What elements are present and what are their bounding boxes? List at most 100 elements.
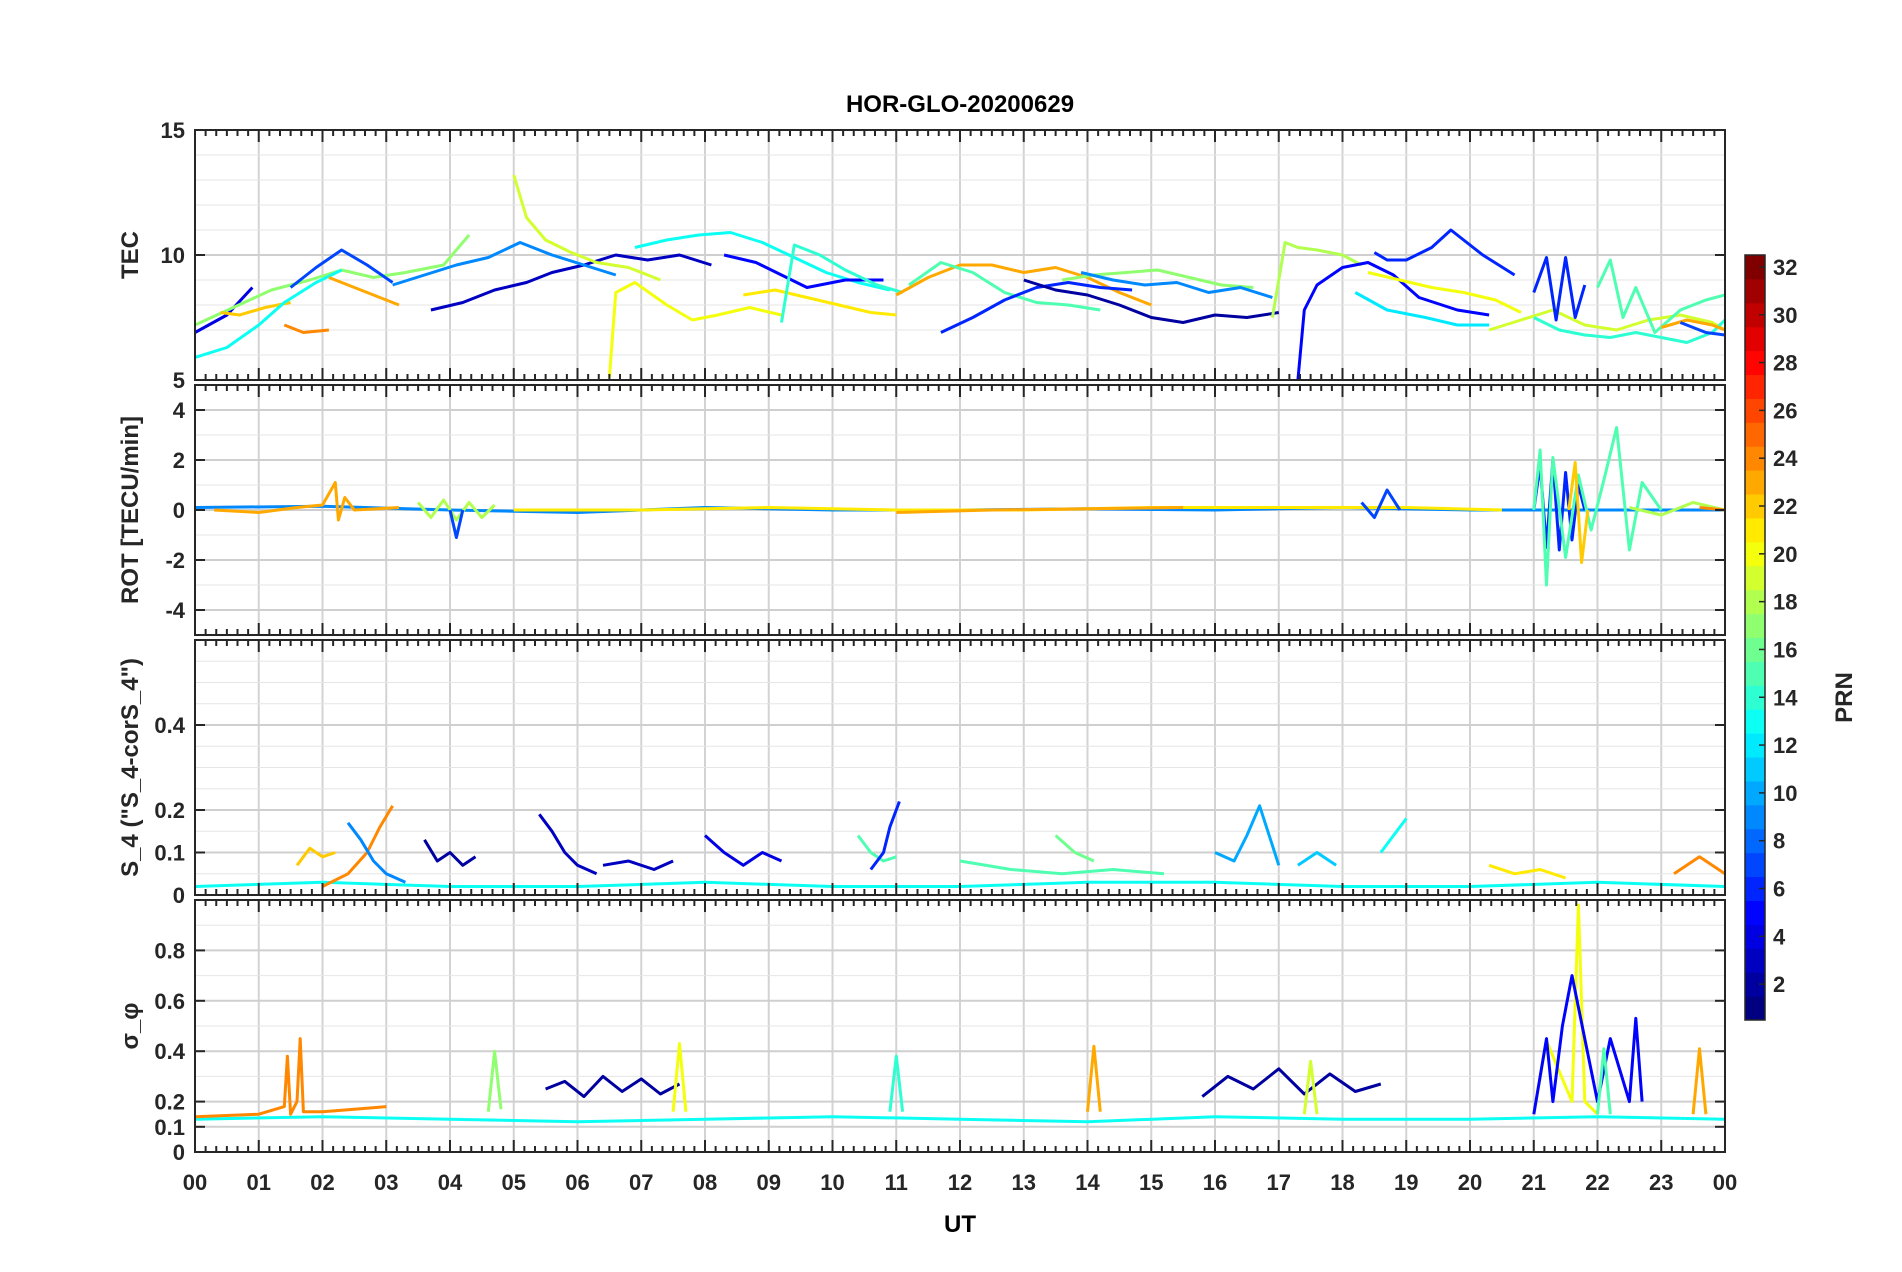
- x-tick-label: 13: [1012, 1170, 1036, 1195]
- series-line-sigma_phi-0: [195, 1115, 1725, 1124]
- colorbar-segment: [1745, 900, 1765, 925]
- y-tick-label: 0: [173, 1140, 185, 1165]
- x-tick-label: 08: [693, 1170, 717, 1195]
- x-tick-label: 15: [1139, 1170, 1163, 1195]
- series-line-tec-3: [289, 248, 394, 289]
- colorbar-tick-label: 30: [1773, 303, 1797, 328]
- series-line-tec-16: [908, 261, 1101, 312]
- series-line-sigma_phi-4: [671, 1042, 688, 1112]
- series-line-tec-26: [1488, 308, 1725, 332]
- series-line-s4-15: [1488, 863, 1567, 880]
- series-line-rot-3: [448, 509, 465, 539]
- colorbar-segment: [1745, 494, 1765, 519]
- colorbar-segment: [1745, 565, 1765, 591]
- series-line-s4-7: [704, 834, 783, 867]
- panel-rot: -4 -2 0 2 4 ROT [TECU/min]: [117, 384, 1726, 636]
- series-line-sigma_phi-7: [1201, 1067, 1382, 1098]
- series-line-sigma_phi-2: [486, 1049, 503, 1112]
- x-tick-label: 09: [757, 1170, 781, 1195]
- colorbar-segment: [1745, 541, 1765, 567]
- x-tick-label: 00: [183, 1170, 207, 1195]
- x-tick-label: 05: [502, 1170, 526, 1195]
- x-axis: 00 01 02 03 04 05 06 07 08 09 10 11 12 13 14 15 16 17 18 19…: [183, 1170, 1737, 1195]
- y-tick-label: 5: [173, 368, 185, 393]
- colorbar-segment: [1745, 398, 1765, 423]
- colorbar-segment: [1745, 709, 1765, 734]
- series-line-tec-8: [392, 241, 617, 287]
- series-line-tec-25: [1354, 291, 1490, 327]
- x-tick-label: 11: [885, 1170, 908, 1195]
- series-line-tec-12: [723, 253, 884, 289]
- series-line-s4-10: [1054, 834, 1095, 863]
- series-line-tec-14: [780, 243, 904, 323]
- x-tick-label: 03: [374, 1170, 398, 1195]
- series-line-tec-0: [195, 286, 254, 334]
- series-line-tec-27: [1532, 256, 1587, 322]
- y-tick-label: -2: [165, 548, 185, 573]
- colorbar-tick-label: 2: [1773, 972, 1785, 997]
- x-tick-label: 07: [629, 1170, 653, 1195]
- series-line-tec-10: [607, 281, 782, 378]
- colorbar-tick-label: 16: [1773, 637, 1797, 662]
- series-line-tec-4: [283, 323, 330, 334]
- colorbar-tick-label: 18: [1773, 590, 1797, 615]
- colorbar-tick-label: 28: [1773, 351, 1797, 376]
- colorbar-tick-label: 32: [1773, 255, 1797, 280]
- x-tick-label: 02: [310, 1170, 334, 1195]
- panel-s4: 0 0.1 0.2 0.4 S_4 ("S_4-corS_4"): [117, 639, 1726, 908]
- y-tick-label: 0.4: [154, 713, 185, 738]
- y-tick-label: 10: [161, 243, 185, 268]
- series-line-tec-18: [1023, 278, 1280, 324]
- colorbar-segment: [1745, 780, 1765, 806]
- y-tick-label: 0.4: [154, 1039, 185, 1064]
- series-line-tec-9: [512, 174, 661, 282]
- x-axis-label: UT: [944, 1211, 976, 1238]
- colorbar-tick-label: 8: [1773, 829, 1785, 854]
- y-axis-label-tec: TEC: [117, 231, 144, 279]
- series-line-rot-2: [416, 498, 496, 522]
- x-tick-label: 10: [820, 1170, 844, 1195]
- colorbar-segment: [1745, 255, 1765, 280]
- series-line-tec-31: [1679, 321, 1725, 337]
- x-tick-label: 16: [1203, 1170, 1227, 1195]
- series-line-rot-5: [896, 506, 1184, 514]
- colorbar-segment: [1745, 661, 1765, 686]
- x-tick-label: 00: [1713, 1170, 1737, 1195]
- series-line-sigma_phi-1: [195, 1037, 387, 1119]
- colorbar-segment: [1745, 326, 1765, 352]
- panel-tec-series: [195, 174, 1725, 380]
- colorbar-segment: [1745, 948, 1765, 973]
- series-line-s4-4: [423, 839, 477, 867]
- x-tick-label: 19: [1394, 1170, 1418, 1195]
- colorbar-segment: [1745, 757, 1765, 782]
- series-line-rot-10: [1629, 501, 1725, 517]
- series-line-tec-30: [1660, 318, 1725, 332]
- panel-sigma_phi-frame: [194, 899, 1726, 1153]
- x-tick-label: 12: [948, 1170, 972, 1195]
- series-line-s4-8: [856, 834, 897, 863]
- series-line-s4-9: [869, 800, 901, 871]
- series-line-tec-22: [1296, 261, 1490, 380]
- y-axis-label-s4: S_4 ("S_4-corS_4"): [117, 658, 144, 877]
- series-line-sigma_phi-11: [1596, 1047, 1612, 1115]
- panel-tec: 5 10 15 TEC: [117, 118, 1726, 393]
- chart-title: HOR-GLO-20200629: [846, 91, 1074, 118]
- colorbar-segment: [1745, 972, 1765, 997]
- y-axis-label-sigma_phi: σ_φ: [117, 1003, 144, 1050]
- series-line-sigma_phi-6: [1086, 1044, 1102, 1112]
- x-tick-label: 17: [1267, 1170, 1291, 1195]
- y-axis-label-rot: ROT [TECU/min]: [117, 416, 144, 604]
- series-line-tec-5: [195, 268, 343, 359]
- y-tick-label: 0.2: [154, 1090, 185, 1115]
- colorbar-segment: [1745, 637, 1765, 662]
- panel-rot-series: [195, 426, 1725, 587]
- x-tick-label: 20: [1458, 1170, 1482, 1195]
- series-line-s4-5: [538, 813, 598, 876]
- series-line-sigma_phi-3: [545, 1074, 681, 1099]
- series-line-rot-8: [1532, 426, 1663, 587]
- colorbar-segment: [1745, 613, 1765, 638]
- colorbar-segment: [1745, 374, 1765, 399]
- series-line-rot-9: [1567, 461, 1590, 564]
- colorbar-segment: [1745, 278, 1765, 304]
